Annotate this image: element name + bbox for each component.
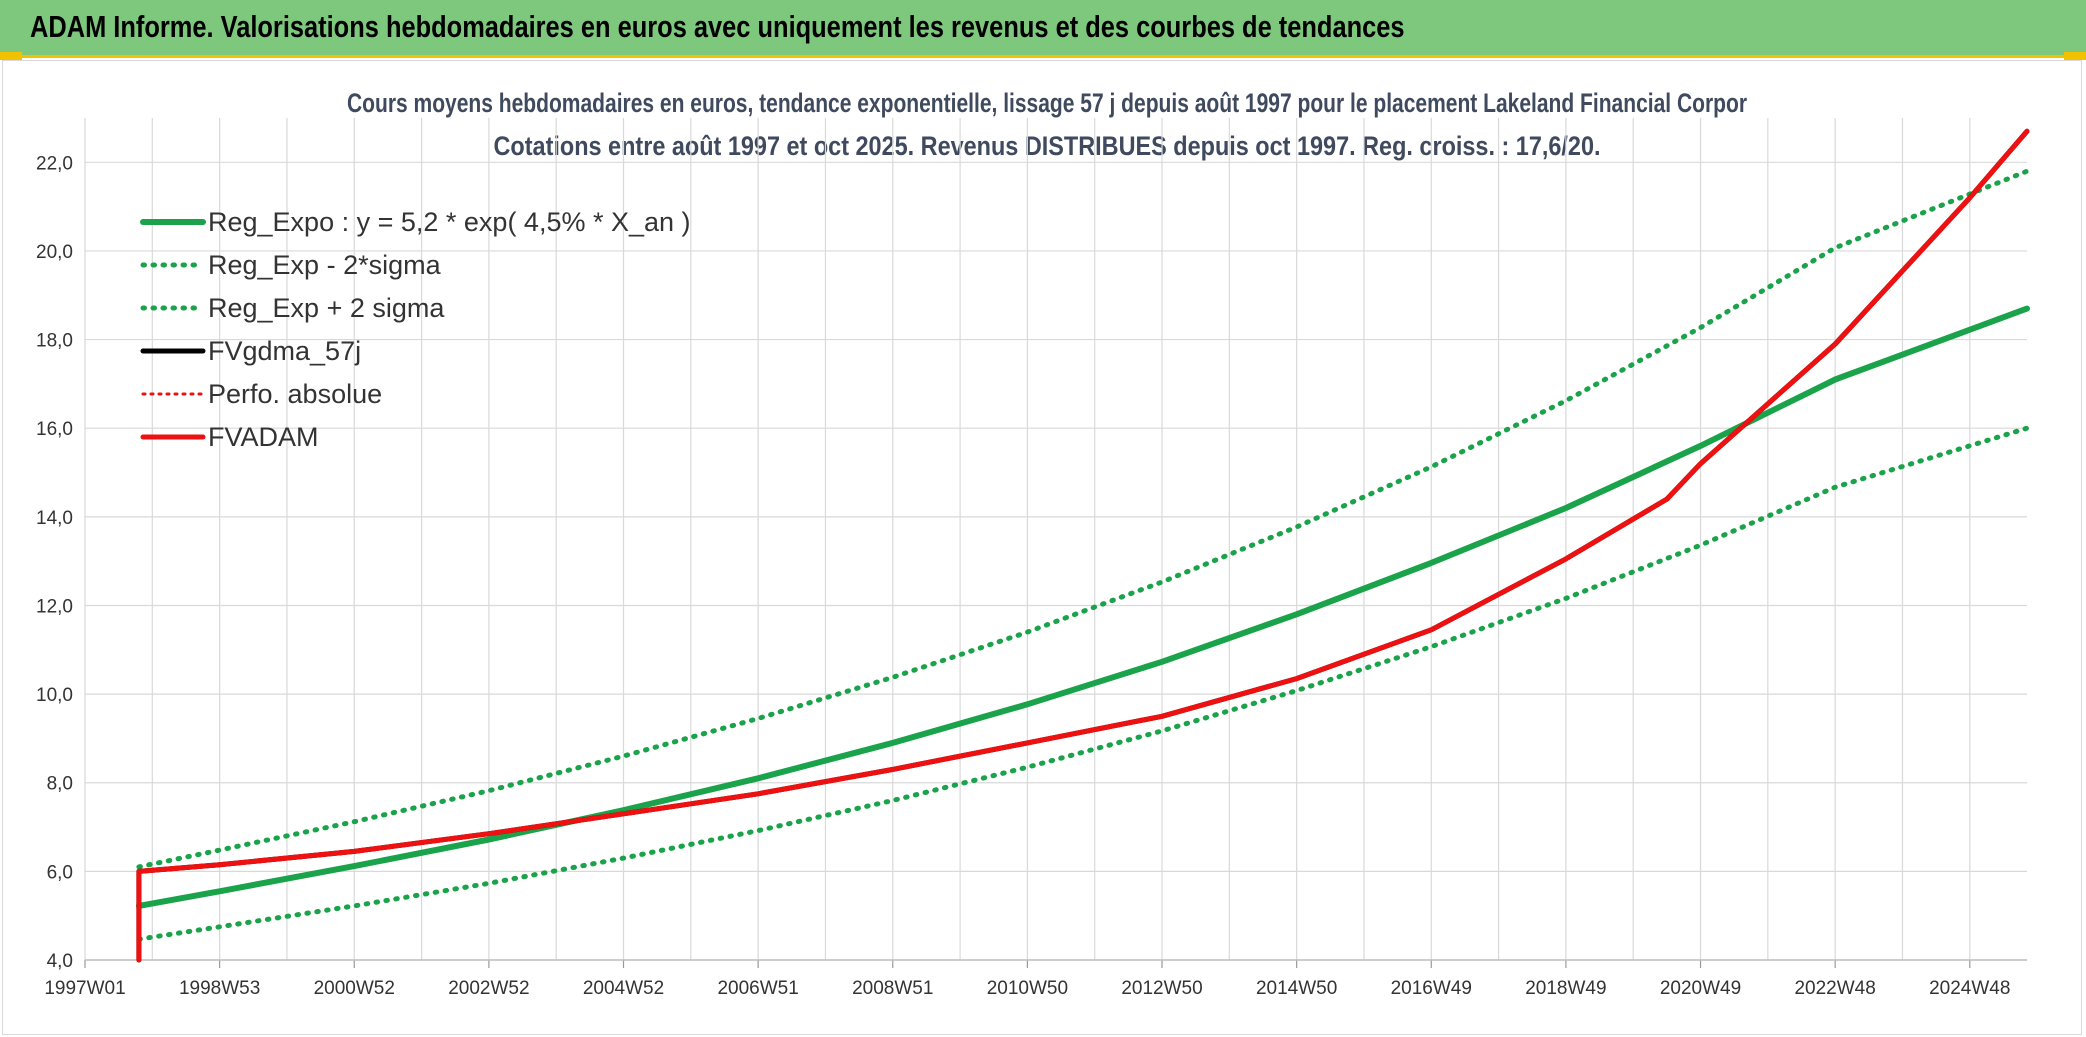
legend-label: Reg_Expo : y = 5,2 * exp( 4,5% * X_an ) bbox=[208, 207, 691, 237]
x-tick-label: 2018W49 bbox=[1525, 978, 1606, 999]
x-tick-label: 2020W49 bbox=[1660, 978, 1741, 999]
y-tick-label: 8,0 bbox=[47, 774, 73, 795]
y-tick-label: 22,0 bbox=[36, 153, 73, 174]
x-tick-label: 2012W50 bbox=[1121, 978, 1202, 999]
banner-corner-right bbox=[2064, 52, 2086, 60]
chart-frame bbox=[2, 60, 2082, 1035]
legend-label: Perfo. absolue bbox=[208, 379, 382, 409]
legend: Reg_Expo : y = 5,2 * exp( 4,5% * X_an ) R… bbox=[140, 207, 691, 452]
y-tick-label: 20,0 bbox=[36, 242, 73, 263]
x-tick-label: 1998W53 bbox=[179, 978, 260, 999]
series-lines bbox=[135, 128, 2030, 963]
x-tick-label: 2002W52 bbox=[448, 978, 529, 999]
legend-label: FVADAM bbox=[208, 422, 319, 452]
x-tick-label: 2010W50 bbox=[987, 978, 1068, 999]
legend-label: FVgdma_57j bbox=[208, 336, 361, 366]
chart-title-line-2: Cotations entre août 1997 et oct 2025. R… bbox=[494, 131, 1601, 161]
x-tick-label: 2024W48 bbox=[1929, 978, 2010, 999]
banner-corner-left bbox=[0, 52, 22, 60]
x-tick-label: 2014W50 bbox=[1256, 978, 1337, 999]
x-tick-label: 2016W49 bbox=[1391, 978, 1472, 999]
axes: 4,0 6,0 8,0 10,0 12,0 14,0 16,0 18,0 20,0 22,0 199… bbox=[36, 153, 2027, 999]
y-tick-label: 10,0 bbox=[36, 685, 73, 706]
x-tick-label: 2006W51 bbox=[717, 978, 798, 999]
y-tick-label: 16,0 bbox=[36, 419, 73, 440]
chart-title-line-1: Cours moyens hebdomadaires en euros, ten… bbox=[347, 88, 1747, 118]
y-tick-label: 12,0 bbox=[36, 596, 73, 617]
legend-label: Reg_Exp - 2*sigma bbox=[208, 250, 442, 280]
report-banner: ADAM Informe. Valorisations hebdomadaire… bbox=[0, 0, 2086, 58]
series-line-4 bbox=[137, 129, 2029, 962]
x-tick-label: 2000W52 bbox=[314, 978, 395, 999]
y-tick-label: 14,0 bbox=[36, 508, 73, 529]
grid-lines bbox=[84, 118, 2027, 961]
series-line-2 bbox=[136, 168, 2030, 870]
x-tick-label: 2004W52 bbox=[583, 978, 664, 999]
legend-label: Reg_Exp + 2 sigma bbox=[208, 293, 445, 323]
x-tick-label: 1997W01 bbox=[44, 978, 125, 999]
y-tick-label: 6,0 bbox=[47, 862, 73, 883]
y-tick-label: 18,0 bbox=[36, 331, 73, 352]
x-tick-label: 2008W51 bbox=[852, 978, 933, 999]
y-tick-label: 4,0 bbox=[47, 951, 73, 972]
series-line-0 bbox=[135, 305, 2030, 909]
series-line-1 bbox=[136, 425, 2030, 942]
report-title: ADAM Informe. Valorisations hebdomadaire… bbox=[30, 9, 1405, 44]
x-tick-label: 2022W48 bbox=[1794, 978, 1875, 999]
